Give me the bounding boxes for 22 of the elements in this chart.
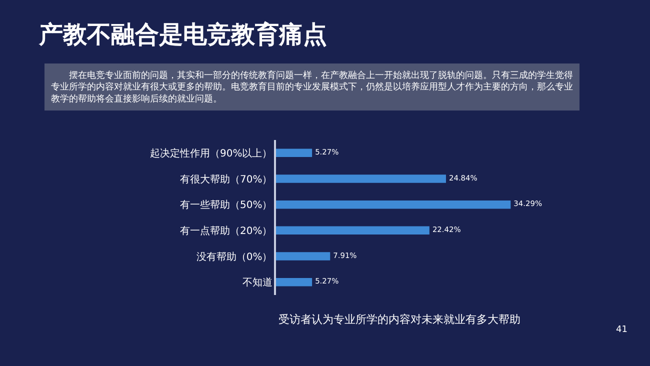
bar	[276, 200, 511, 209]
data-label: 7.91%	[333, 250, 357, 260]
data-label: 5.27%	[315, 148, 339, 157]
data-label: 5.27%	[315, 276, 339, 286]
bar	[276, 174, 446, 183]
text: 41	[616, 325, 628, 335]
bar	[276, 278, 312, 286]
data-label: 22.42%	[432, 225, 461, 234]
y-tick-label: 不知道	[242, 276, 272, 289]
bar	[276, 252, 330, 260]
bar	[276, 226, 430, 235]
chart-subtitle: 摆在电竞专业面前的问题，其实和一部分的传统教育问题一样，在产教融合上一开始就出现了脱轨的问题。只有三成的学生觉得专业所学的内容对就业有很大或更多的帮助。电竞教育目前的专业发展模式下，仍然是以培养应用型人才作为主要的方向，那么专业教学的帮助将会直接影响后续的就业问题。	[51, 70, 573, 104]
y-tick-label: 起决定性作用（90%以上）	[150, 147, 272, 160]
y-tick-label: 没有帮助（0%）	[196, 250, 272, 263]
y-tick-label: 有一点帮助（20%）	[180, 224, 272, 237]
data-label: 34.29%	[514, 199, 542, 208]
data-label: 24.84%	[449, 173, 478, 182]
y-tick-label: 有很大帮助（70%）	[180, 173, 272, 186]
chart-title: 产教不融合是电竞教育痛点	[38, 20, 327, 48]
x-axis-title: 受访者认为专业所学的内容对未来就业有多大帮助	[278, 313, 520, 326]
y-tick-label: 有一些帮助（50%）	[180, 199, 272, 212]
bar	[276, 148, 312, 158]
